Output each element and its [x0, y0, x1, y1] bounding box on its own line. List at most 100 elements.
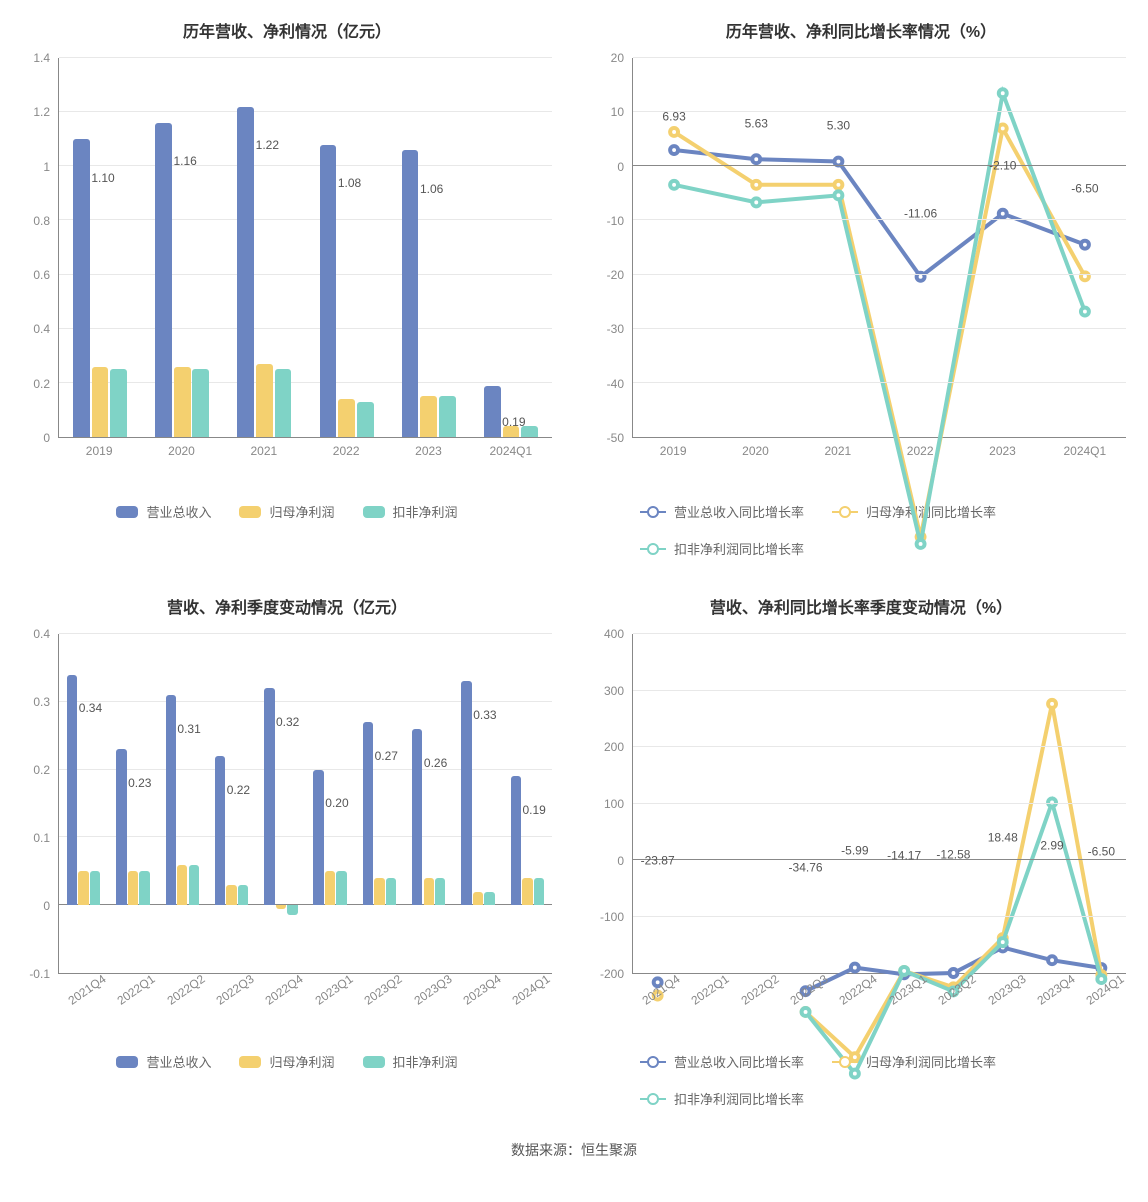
bar-value-label: 0.26: [424, 756, 447, 770]
y-tick-label: 0: [617, 160, 624, 174]
x-tick-label: 2024Q1: [1084, 972, 1127, 1008]
legend-swatch-bar: [239, 506, 261, 518]
x-tick-label: 2022: [907, 444, 934, 458]
chart3-yaxis: -0.100.10.20.30.4: [10, 634, 54, 974]
bar-value-label: 0.23: [128, 776, 151, 790]
grid-line: [633, 803, 1126, 804]
grid-line: [633, 746, 1126, 747]
grid-line: [633, 916, 1126, 917]
y-tick-label: 1: [43, 160, 50, 174]
line-marker: [999, 89, 1007, 97]
x-tick-label: 2022Q3: [213, 972, 256, 1008]
zero-line: [633, 859, 1126, 860]
line-marker: [999, 210, 1007, 218]
legend-item: 营业总收入: [116, 502, 211, 521]
legend-swatch-line: [640, 1093, 666, 1105]
line-marker: [1048, 700, 1056, 708]
legend-swatch-line: [832, 1056, 858, 1068]
point-value-label: -11.06: [904, 207, 937, 221]
bar-value-label: 1.06: [420, 182, 443, 196]
bar-value-label: 0.22: [227, 783, 250, 797]
line-series: [674, 150, 1085, 277]
grid-line: [59, 165, 552, 166]
y-tick-label: 0.8: [33, 214, 50, 228]
bar: [166, 695, 176, 905]
line-marker: [851, 964, 859, 972]
line-marker: [1097, 964, 1105, 972]
point-value-label: 6.93: [662, 109, 685, 123]
grid-line: [59, 701, 552, 702]
legend-label: 扣非净利润: [393, 1052, 458, 1071]
bar: [139, 871, 149, 905]
y-tick-label: 1.4: [33, 51, 50, 65]
grid-line: [59, 274, 552, 275]
bar: [287, 905, 297, 915]
line-marker: [752, 181, 760, 189]
x-tick-label: 2024Q1: [510, 972, 553, 1008]
y-tick-label: -50: [607, 431, 624, 445]
chart4-legend: 营业总收入同比增长率归母净利润同比增长率扣非净利润同比增长率: [640, 1052, 1118, 1108]
y-tick-label: -20: [607, 268, 624, 282]
x-tick-label: 2023Q1: [886, 972, 929, 1008]
chart4-xlabels: 2021Q42022Q12022Q22022Q32022Q42023Q12023…: [632, 974, 1126, 1028]
bar: [473, 892, 483, 906]
legend-label: 归母净利润同比增长率: [866, 502, 996, 521]
point-value-label: 2.99: [1040, 839, 1063, 853]
bar: [424, 878, 434, 905]
chart3-plot-wrap: -0.100.10.20.30.4 0.340.230.310.220.320.…: [58, 634, 552, 974]
bar-value-label: 0.19: [502, 415, 525, 429]
point-value-label: -6.50: [1088, 844, 1115, 858]
bar: [237, 107, 254, 437]
bar-value-label: 0.34: [79, 701, 102, 715]
line-marker: [999, 124, 1007, 132]
legend-item: 扣非净利润同比增长率: [640, 539, 804, 558]
bar: [116, 749, 126, 905]
x-tick-label: 2024Q1: [1063, 444, 1106, 458]
line-marker: [1048, 956, 1056, 964]
y-tick-label: -100: [600, 910, 624, 924]
grid-line: [633, 690, 1126, 691]
y-tick-label: 100: [604, 797, 624, 811]
y-tick-label: -30: [607, 322, 624, 336]
y-tick-label: -0.1: [29, 967, 50, 981]
legend-swatch-bar: [116, 506, 138, 518]
bar: [92, 367, 109, 437]
legend-label: 归母净利润: [269, 1052, 334, 1071]
x-tick-label: 2022Q4: [837, 972, 880, 1008]
point-value-label: -34.76: [789, 860, 823, 874]
y-tick-label: 0.2: [33, 763, 50, 777]
grid-line: [59, 836, 552, 837]
panel-annual-revenue: 历年营收、净利情况（亿元） 00.20.40.60.811.21.4 1.101…: [10, 10, 564, 566]
bar: [402, 150, 419, 437]
bar: [78, 871, 88, 905]
x-tick-label: 2023: [415, 444, 442, 458]
legend-item: 扣非净利润: [363, 502, 458, 521]
line-marker: [834, 158, 842, 166]
point-value-label: -2.10: [989, 158, 1016, 172]
bar: [238, 885, 248, 905]
legend-item: 归母净利润同比增长率: [832, 1052, 996, 1071]
x-tick-label: 2020: [168, 444, 195, 458]
x-tick-label: 2023Q4: [1034, 972, 1077, 1008]
legend-item: 归母净利润同比增长率: [832, 502, 996, 521]
legend-label: 归母净利润: [269, 502, 334, 521]
point-value-label: 18.48: [988, 830, 1018, 844]
point-value-label: 5.63: [745, 116, 768, 130]
x-tick-label: 2023Q3: [985, 972, 1028, 1008]
chart4-title: 营收、净利同比增长率季度变动情况（%）: [584, 594, 1138, 618]
x-tick-label: 2023Q3: [411, 972, 454, 1008]
legend-swatch-line: [640, 506, 666, 518]
y-tick-label: 0.1: [33, 831, 50, 845]
x-tick-label: 2022Q1: [115, 972, 158, 1008]
x-tick-label: 2022: [333, 444, 360, 458]
bar: [174, 367, 191, 437]
x-tick-label: 2022Q2: [164, 972, 207, 1008]
grid-line: [59, 633, 552, 634]
bar: [338, 399, 355, 437]
chart2-xlabels: 201920202021202220232024Q1: [632, 438, 1126, 478]
bar: [264, 688, 274, 905]
chart1-plot: 1.101.161.221.081.060.19: [58, 58, 552, 438]
legend-item: 归母净利润: [239, 1052, 334, 1071]
x-tick-label: 2023Q1: [312, 972, 355, 1008]
bar: [67, 675, 77, 906]
